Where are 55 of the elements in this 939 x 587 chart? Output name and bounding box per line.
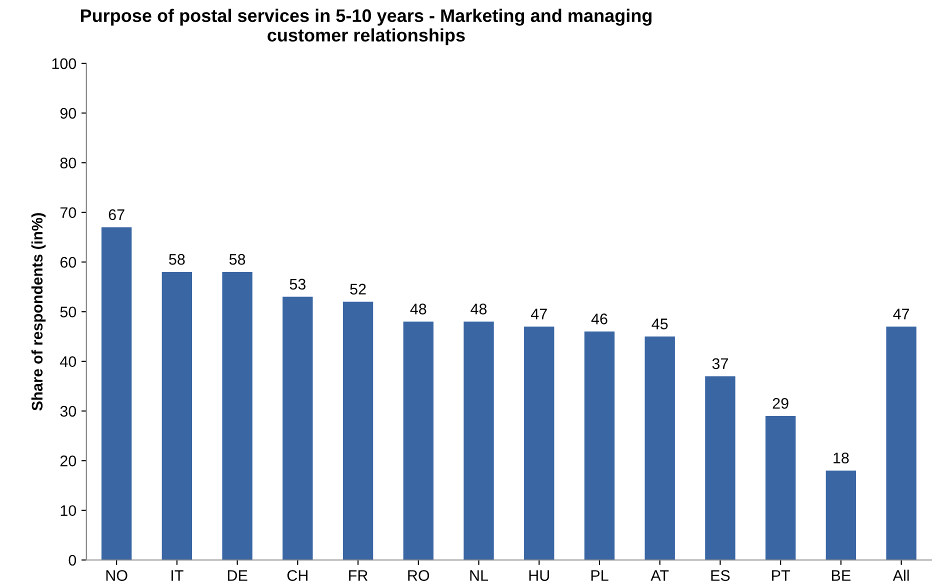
x-tick-label: All [892,570,909,581]
x-tick-label: PL [591,570,608,581]
y-tick-label: 80 [60,158,76,168]
bar [584,332,615,560]
bar [222,272,252,560]
y-tick-label: 0 [68,554,76,566]
data-label: 58 [169,254,185,265]
data-label: 47 [893,308,910,320]
y-tick-label: 20 [60,456,76,466]
data-label: 47 [530,308,547,320]
bar [886,326,916,560]
bar [162,272,192,560]
x-tick-label: NL [470,570,488,581]
y-tick-label: 60 [60,256,76,268]
y-tick-label: 100 [52,58,76,70]
x-tick-label: IT [172,570,184,581]
bar [342,302,374,560]
chart-title: Purpose of postal services in 5-10 years - Marketing and managing customer relationships [80,8,652,46]
bar [524,326,554,560]
y-axis-title: Share of respondents (in%) [31,213,46,411]
y-tick-label: 90 [60,108,76,119]
y-tick-label: 30 [60,406,76,417]
bar [826,470,856,560]
data-label: 52 [350,284,366,295]
data-label: 45 [652,318,668,330]
bar [403,322,434,560]
y-tick-label: 10 [60,505,76,516]
x-tick-label: DE [228,570,248,581]
y-tick-label: 40 [60,356,76,368]
x-tick-label: HU [529,570,549,581]
data-label: 67 [108,209,124,220]
x-tick-label: CH [287,570,308,581]
bar [282,296,313,560]
data-label: 48 [470,304,487,314]
y-tick-label: 70 [60,207,76,218]
data-label: 58 [229,254,246,265]
x-tick-label: NO [106,570,128,581]
bar [101,227,132,560]
x-tick-label: BE [832,570,850,581]
bar [644,336,675,560]
x-tick-label: FR [349,570,368,581]
x-tick-label: RO [408,570,430,581]
data-label: 46 [591,314,608,324]
y-tick-label: 50 [60,306,76,318]
bar [464,322,494,560]
data-label: 29 [772,398,788,409]
data-label: 53 [290,278,306,290]
data-label: 48 [410,304,426,314]
bar [705,376,736,560]
x-tick-label: PT [772,570,790,581]
bar [765,416,796,560]
data-label: 37 [712,358,728,370]
x-tick-label: ES [711,570,730,581]
data-label: 18 [834,452,849,464]
x-tick-label: AT [650,570,669,581]
